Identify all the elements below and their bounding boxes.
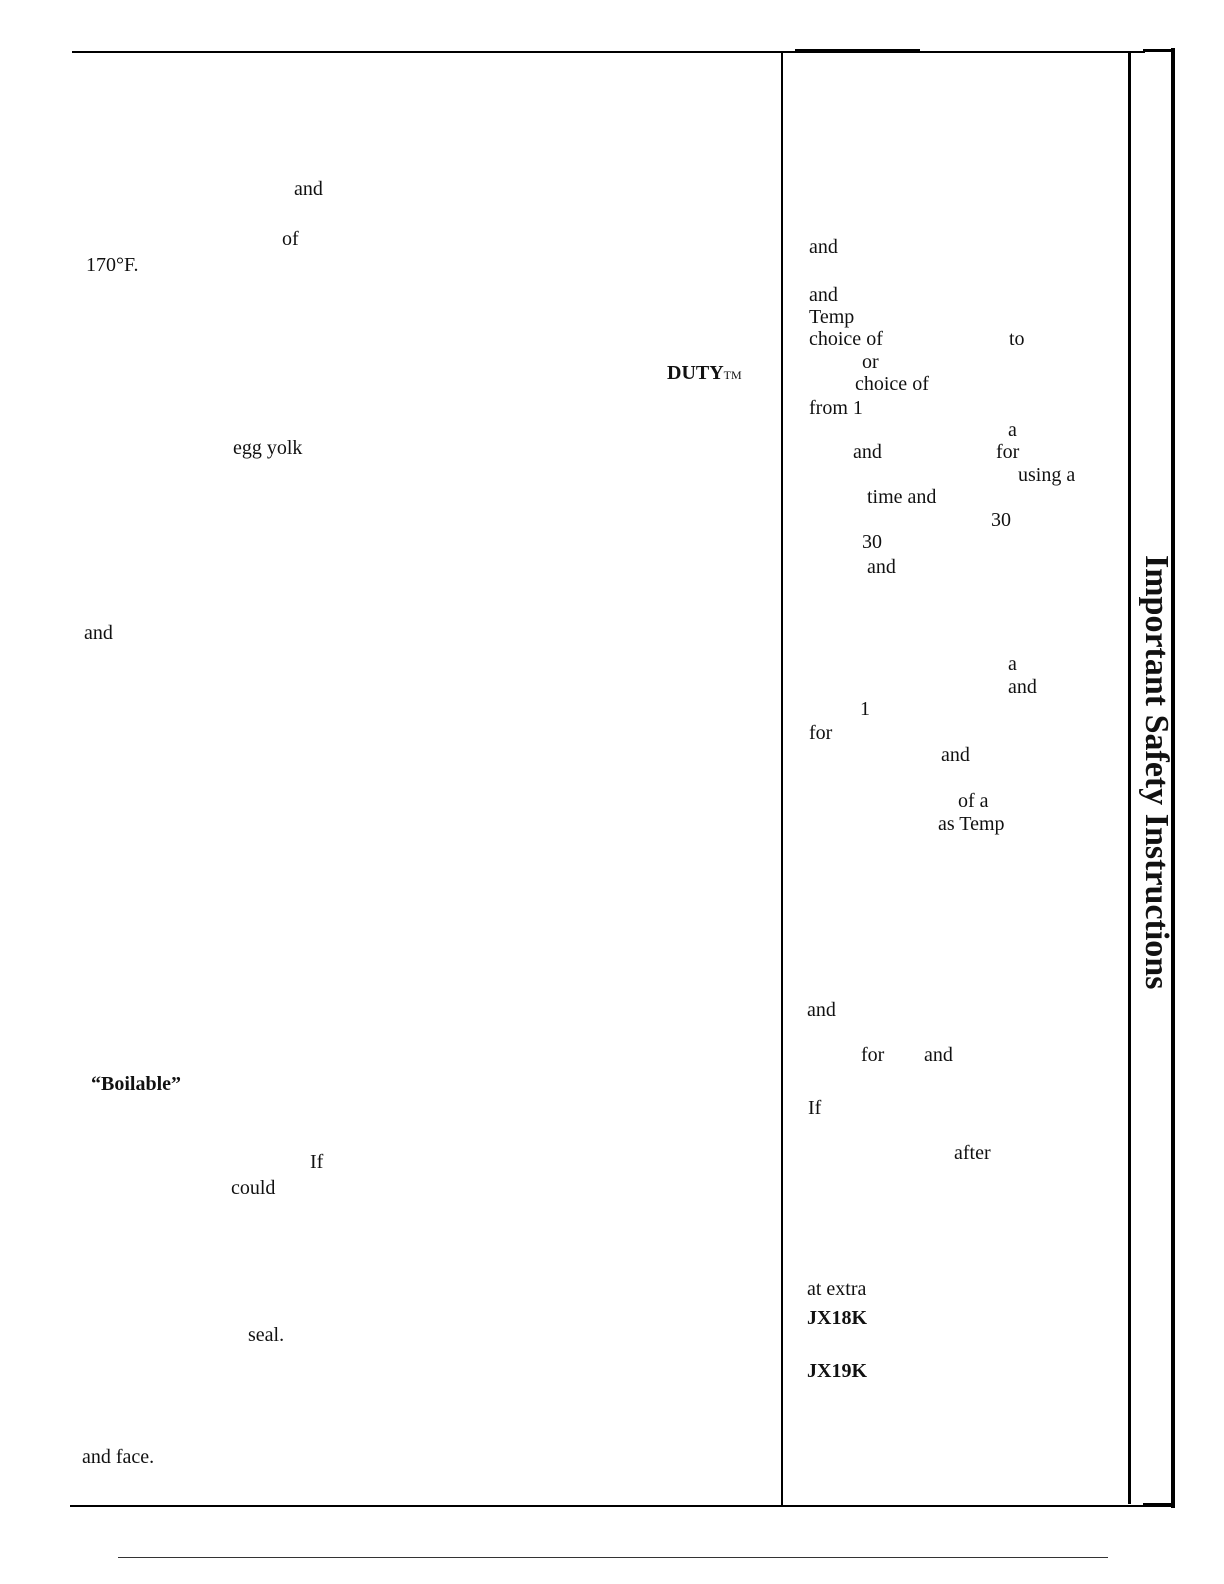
right-word: If <box>808 1097 822 1119</box>
right-word: and <box>867 556 896 578</box>
right-word: 1 <box>860 698 870 720</box>
sidebar-divider-right <box>1171 48 1175 1508</box>
left-word: could <box>231 1177 276 1199</box>
sidebar-title: Important Safety Instructions <box>1132 555 1176 1015</box>
left-word: and <box>294 178 323 200</box>
right-word: choice of <box>855 373 929 395</box>
top-rule <box>72 51 1145 53</box>
left-word-boilable: “Boilable” <box>91 1073 182 1095</box>
right-word: from 1 <box>809 397 863 419</box>
right-word: to <box>1009 328 1025 350</box>
right-word: of a <box>958 790 989 812</box>
right-word: choice of <box>809 328 883 350</box>
right-word: and <box>853 441 882 463</box>
right-word: and <box>809 236 838 258</box>
right-word: a <box>1008 653 1017 675</box>
left-word-duty: DUTYTM <box>667 362 742 384</box>
duty-text: DUTY <box>667 362 724 384</box>
left-word: of <box>282 228 299 250</box>
footer-rule <box>118 1557 1108 1558</box>
model-number: JX19K <box>807 1360 867 1382</box>
right-word: for <box>996 441 1020 463</box>
right-word: Temp <box>809 306 855 328</box>
right-word: and <box>809 284 838 306</box>
right-word: and <box>941 744 970 766</box>
top-rule-accent <box>795 49 920 51</box>
left-word: 170°F. <box>86 254 139 276</box>
right-word: and <box>924 1044 953 1066</box>
trademark-mark: TM <box>723 368 742 382</box>
sidebar-tick-bottom <box>1143 1503 1173 1506</box>
right-word: 30 <box>991 509 1011 531</box>
right-word: for <box>809 722 833 744</box>
right-word: after <box>954 1142 991 1164</box>
right-word: and <box>807 999 836 1021</box>
sidebar-title-text: Important Safety Instructions <box>1138 555 1175 990</box>
right-word: time and <box>867 486 937 508</box>
left-word: and <box>84 622 113 644</box>
right-word: at extra <box>807 1278 867 1300</box>
sidebar-tick-top <box>1143 49 1173 52</box>
column-divider <box>781 53 783 1507</box>
left-word: egg yolk <box>233 437 303 459</box>
left-word: seal. <box>248 1324 285 1346</box>
sidebar-divider-left <box>1128 51 1131 1504</box>
right-word: or <box>862 351 879 373</box>
left-word: and face. <box>82 1446 155 1468</box>
left-word: If <box>310 1151 324 1173</box>
bottom-rule <box>70 1505 1173 1507</box>
right-word: 30 <box>862 531 882 553</box>
model-number: JX18K <box>807 1307 867 1329</box>
right-word: for <box>861 1044 885 1066</box>
right-word: and <box>1008 676 1037 698</box>
right-word: using a <box>1018 464 1076 486</box>
right-word: a <box>1008 419 1017 441</box>
right-word: as Temp <box>938 813 1005 835</box>
